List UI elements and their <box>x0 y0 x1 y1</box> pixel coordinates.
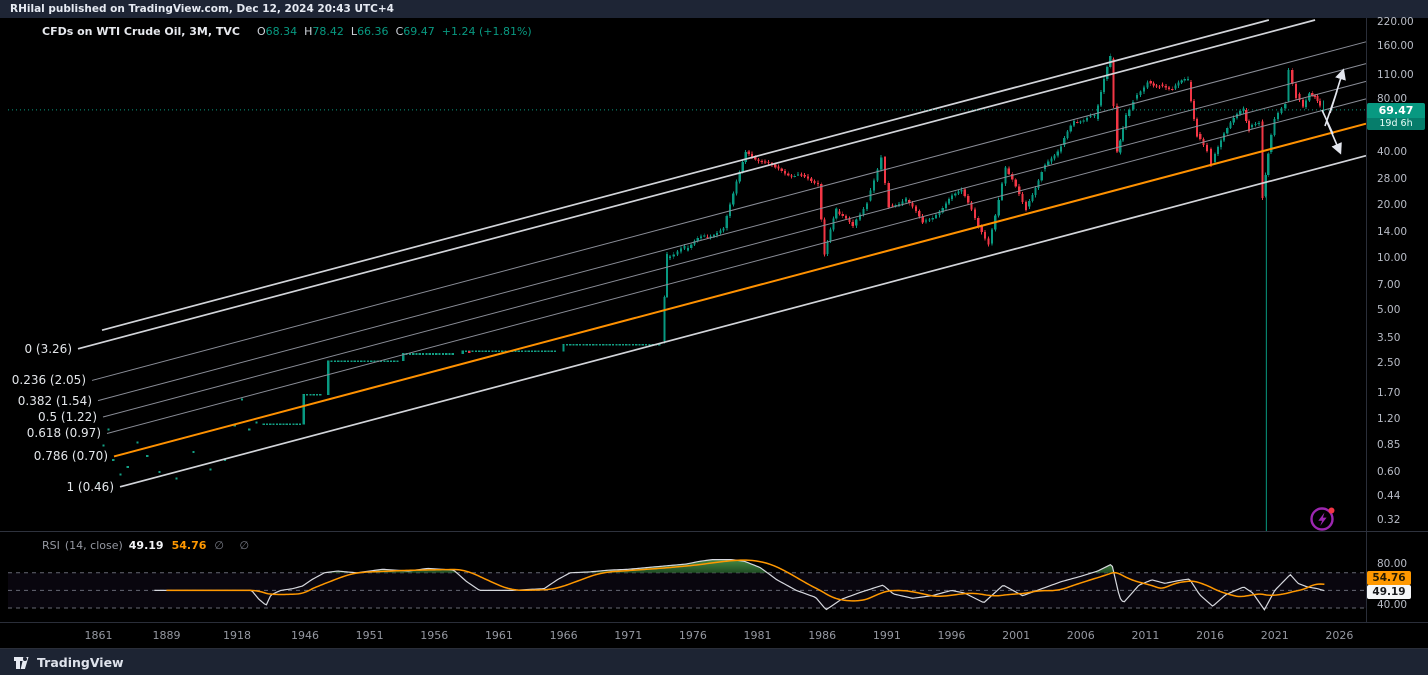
rsi-ma-price-label: 54.76 <box>1367 571 1411 585</box>
price-tick-label: 10.00 <box>1377 251 1408 264</box>
arrow-down[interactable] <box>1321 109 1342 155</box>
time-tick-label: 2006 <box>1066 629 1095 642</box>
close-value: 69.47 <box>403 25 435 38</box>
price-scale-separator <box>1366 18 1367 622</box>
time-tick-label: 1861 <box>84 629 113 642</box>
fib-level-label: 0.5 (1.22) <box>38 410 97 425</box>
current-price-label: 69.47 19d 6h <box>1367 103 1425 130</box>
price-tick-label: 0.44 <box>1377 489 1401 502</box>
open-label: O <box>256 25 266 38</box>
change-value: +1.24 (+1.81%) <box>441 25 532 38</box>
publish-header-text: RHilal published on TradingView.com, Dec… <box>10 3 394 15</box>
price-tick-label: 5.00 <box>1377 304 1401 317</box>
fib-level-label: 0.382 (1.54) <box>17 393 92 408</box>
time-tick-label: 1889 <box>152 629 181 642</box>
candles <box>663 53 1325 344</box>
time-tick-label: 1996 <box>937 629 966 642</box>
time-tick-label: 1986 <box>808 629 837 642</box>
early-history-marks <box>97 344 661 484</box>
high-label: H <box>304 25 313 38</box>
price-tick-label: 28.00 <box>1377 173 1408 186</box>
rsi-scale-tick-40: 40.00 <box>1377 599 1408 611</box>
bar-countdown: 19d 6h <box>1367 118 1425 130</box>
open-value: 68.34 <box>265 25 298 38</box>
rsi-scale-tick-80: 80.00 <box>1377 558 1408 570</box>
fib-level-label: 0 (3.26) <box>24 341 72 356</box>
current-price-value: 69.47 <box>1367 103 1425 118</box>
time-tick-label: 1961 <box>484 629 513 642</box>
time-tick-label: 1981 <box>743 629 772 642</box>
price-tick-label: 7.00 <box>1377 278 1401 291</box>
tradingview-brand[interactable]: TradingView <box>37 654 124 670</box>
arrow-drawings[interactable] <box>1321 68 1346 155</box>
time-tick-label: 2001 <box>1002 629 1031 642</box>
arrow-up[interactable] <box>1324 68 1346 127</box>
price-tick-label: 220.00 <box>1377 16 1414 28</box>
fib-level-label: 0.618 (0.97) <box>26 426 101 441</box>
fib-level-label: 1 (0.46) <box>66 479 114 494</box>
price-tick-label: 110.00 <box>1377 68 1414 81</box>
symbol-legend: CFDs on WTI Crude Oil, 3M, TVC O68.34 H78.… <box>42 25 532 38</box>
time-tick-label: 1946 <box>291 629 319 642</box>
time-tick-label: 2021 <box>1260 629 1289 642</box>
price-tick-label: 80.00 <box>1377 93 1408 106</box>
rsi-params: (14, close) <box>64 539 123 552</box>
time-tick-label: 2016 <box>1196 629 1225 642</box>
price-tick-label: 2.50 <box>1377 357 1401 370</box>
price-tick-label: 160.00 <box>1377 40 1414 53</box>
high-value: 78.42 <box>312 25 344 38</box>
price-tick-label: 0.85 <box>1377 439 1401 452</box>
price-tick-label: 20.00 <box>1377 198 1408 211</box>
fib-level-label: 0.236 (2.05) <box>11 373 86 388</box>
rsi-value: 49.19 <box>128 539 164 552</box>
time-tick-label: 1966 <box>549 629 578 642</box>
rsi-legend: RSI (14, close) 49.19 54.76 ∅ ∅ <box>42 539 255 552</box>
publish-header: RHilal published on TradingView.com, Dec… <box>0 0 1428 18</box>
rsi-empty-values: ∅ ∅ <box>214 539 256 552</box>
symbol-title[interactable]: CFDs on WTI Crude Oil, 3M, TVC <box>42 25 240 38</box>
time-tick-label: 1918 <box>222 629 251 642</box>
time-tick-label: 2026 <box>1325 629 1354 642</box>
time-tick-label: 1991 <box>872 629 901 642</box>
tradingview-logo-icon[interactable] <box>13 654 30 671</box>
price-tick-label: 1.20 <box>1377 413 1401 426</box>
price-tick-label: 14.00 <box>1377 225 1408 238</box>
fib-level-label: 0.786 (0.70) <box>33 449 108 464</box>
fib-channel[interactable] <box>77 19 1367 488</box>
rsi-name[interactable]: RSI <box>42 539 60 552</box>
low-label: L <box>350 25 358 38</box>
time-tick-label: 1971 <box>614 629 643 642</box>
price-tick-label: 0.32 <box>1377 513 1401 526</box>
flash-ideas-icon[interactable] <box>1308 504 1338 534</box>
price-tick-label: 3.50 <box>1377 331 1401 344</box>
time-tick-label: 1951 <box>355 629 384 642</box>
price-tick-label: 1.70 <box>1377 386 1401 399</box>
low-value: 66.36 <box>357 25 389 38</box>
price-tick-label: 40.00 <box>1377 145 1408 158</box>
pane-separator <box>0 531 1428 532</box>
rsi-pane <box>8 559 1366 611</box>
rsi-ma-value: 54.76 <box>171 539 207 552</box>
time-tick-label: 2011 <box>1131 629 1160 642</box>
time-scale[interactable]: 1861 1889 1918 1946 1951 1956 1961 1966 1971 1976… <box>0 622 1428 647</box>
time-tick-label: 1956 <box>420 629 449 642</box>
time-tick-label: 1976 <box>678 629 707 642</box>
price-tick-label: 0.60 <box>1377 465 1401 478</box>
close-label: C <box>395 25 404 38</box>
footer-bar: TradingView <box>0 648 1428 675</box>
rsi-price-label: 49.19 <box>1367 585 1411 599</box>
